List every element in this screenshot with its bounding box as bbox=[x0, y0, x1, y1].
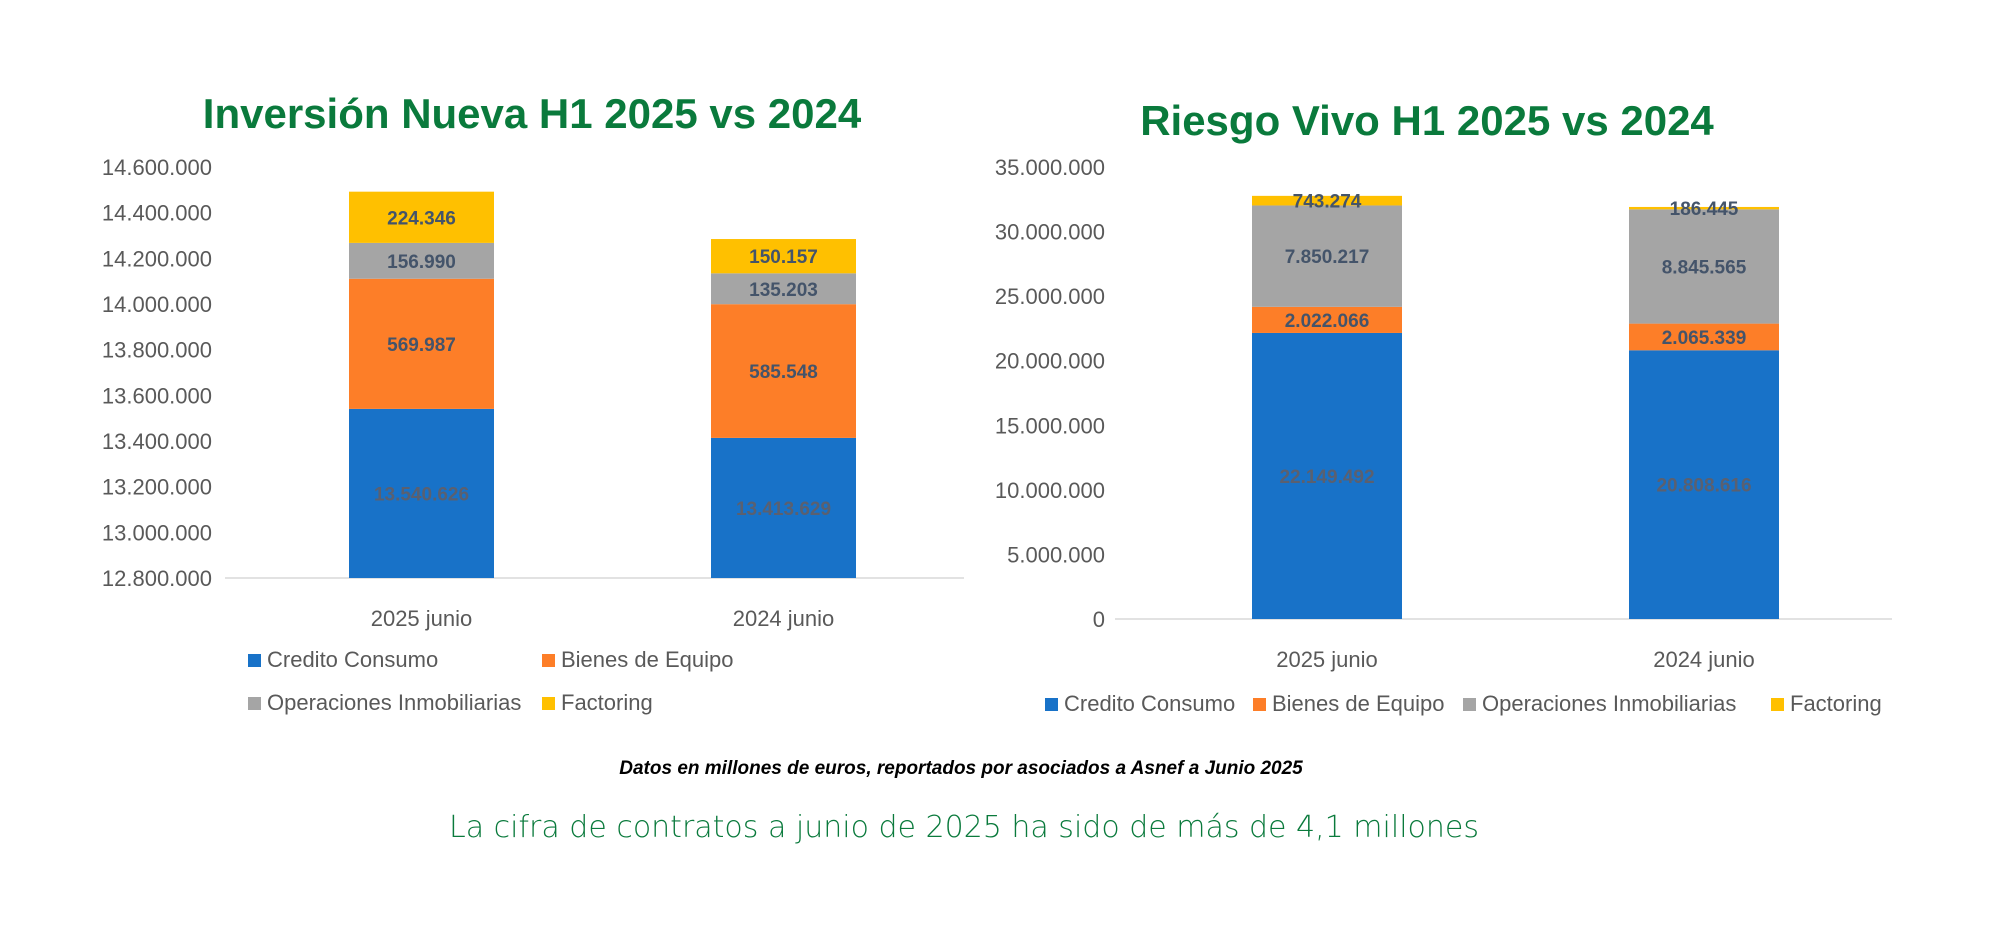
data-label: 22.149.492 bbox=[1279, 467, 1374, 488]
bar-segment-bienes-de-equipo bbox=[1629, 323, 1779, 351]
bar-segment-credito-consumo bbox=[711, 437, 856, 578]
y-tick-label: 35.000.000 bbox=[995, 155, 1105, 180]
y-tick-label: 14.200.000 bbox=[102, 246, 212, 271]
y-tick-label: 13.600.000 bbox=[102, 383, 212, 408]
legend-label: Operaciones Inmobiliarias bbox=[1482, 691, 1736, 716]
y-tick-label: 14.000.000 bbox=[102, 292, 212, 317]
footnote: Datos en millones de euros, reportados p… bbox=[619, 758, 1303, 779]
chart-title-riesgo: Riesgo Vivo H1 2025 vs 2024 bbox=[1140, 97, 1714, 144]
data-label: 569.987 bbox=[387, 335, 456, 356]
legend-swatch bbox=[1463, 698, 1476, 711]
legend-label: Operaciones Inmobiliarias bbox=[267, 690, 521, 715]
data-label: 7.850.217 bbox=[1285, 247, 1370, 268]
bar-segment-factoring bbox=[1252, 195, 1402, 206]
data-label: 20.808.616 bbox=[1656, 476, 1751, 497]
legend-swatch bbox=[1771, 698, 1784, 711]
legend-label: Bienes de Equipo bbox=[561, 647, 733, 672]
legend-label: Factoring bbox=[561, 690, 653, 715]
y-tick-label: 12.800.000 bbox=[102, 566, 212, 591]
y-tick-label: 10.000.000 bbox=[995, 478, 1105, 503]
y-tick-label: 13.000.000 bbox=[102, 520, 212, 545]
legend-swatch bbox=[1253, 698, 1266, 711]
x-tick-label: 2025 junio bbox=[1276, 647, 1378, 672]
y-tick-label: 0 bbox=[1093, 607, 1105, 632]
data-label: 585.548 bbox=[749, 362, 818, 383]
x-tick-label: 2025 junio bbox=[371, 606, 473, 631]
data-label: 135.203 bbox=[749, 280, 818, 301]
bar-segment-operaciones-inmobiliarias bbox=[349, 242, 494, 279]
bar-segment-credito-consumo bbox=[1252, 332, 1402, 619]
data-label: 2.022.066 bbox=[1285, 311, 1370, 332]
legend-label: Credito Consumo bbox=[1064, 691, 1235, 716]
data-label: 2.065.339 bbox=[1662, 328, 1747, 349]
bar-segment-credito-consumo bbox=[349, 408, 494, 578]
data-label: 13.413.629 bbox=[736, 499, 831, 520]
data-label: 156.990 bbox=[387, 252, 456, 273]
data-label: 13.540.626 bbox=[374, 484, 469, 505]
legend-swatch bbox=[248, 697, 261, 710]
data-label: 150.157 bbox=[749, 247, 818, 268]
bar-segment-operaciones-inmobiliarias bbox=[1629, 209, 1779, 324]
legend-label: Bienes de Equipo bbox=[1272, 691, 1444, 716]
legend-swatch bbox=[1045, 698, 1058, 711]
bar-segment-factoring bbox=[349, 191, 494, 243]
y-tick-label: 5.000.000 bbox=[1007, 542, 1105, 567]
y-tick-label: 13.200.000 bbox=[102, 475, 212, 500]
legend-label: Factoring bbox=[1790, 691, 1882, 716]
legend-swatch bbox=[542, 654, 555, 667]
y-tick-label: 15.000.000 bbox=[995, 413, 1105, 438]
data-label: 186.445 bbox=[1670, 199, 1739, 220]
bar-segment-bienes-de-equipo bbox=[711, 304, 856, 438]
bar-segment-factoring bbox=[711, 239, 856, 274]
chart-title-inversion: Inversión Nueva H1 2025 vs 2024 bbox=[202, 90, 862, 137]
bar-segment-bienes-de-equipo bbox=[1252, 306, 1402, 333]
y-tick-label: 13.400.000 bbox=[102, 429, 212, 454]
y-tick-label: 25.000.000 bbox=[995, 284, 1105, 309]
data-label: 8.845.565 bbox=[1662, 257, 1747, 278]
legend-label: Credito Consumo bbox=[267, 647, 438, 672]
summary-text: La cifra de contratos a junio de 2025 ha… bbox=[449, 810, 1479, 845]
bar-segment-credito-consumo bbox=[1629, 350, 1779, 619]
y-tick-label: 14.600.000 bbox=[102, 155, 212, 180]
legend-swatch bbox=[542, 697, 555, 710]
data-label: 743.274 bbox=[1293, 192, 1362, 213]
y-tick-label: 13.800.000 bbox=[102, 338, 212, 363]
y-tick-label: 20.000.000 bbox=[995, 349, 1105, 374]
x-tick-label: 2024 junio bbox=[1653, 647, 1755, 672]
y-tick-label: 30.000.000 bbox=[995, 220, 1105, 245]
legend-swatch bbox=[248, 654, 261, 667]
data-label: 224.346 bbox=[387, 208, 456, 229]
bar-segment-bienes-de-equipo bbox=[349, 278, 494, 409]
bar-segment-factoring bbox=[1629, 206, 1779, 210]
x-tick-label: 2024 junio bbox=[733, 606, 835, 631]
y-tick-label: 14.400.000 bbox=[102, 201, 212, 226]
bar-segment-operaciones-inmobiliarias bbox=[711, 273, 856, 305]
bar-segment-operaciones-inmobiliarias bbox=[1252, 205, 1402, 307]
